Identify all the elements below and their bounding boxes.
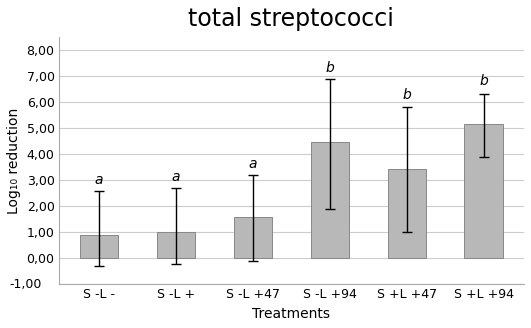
Text: -1,00: -1,00 — [9, 278, 41, 291]
Bar — [311, 142, 349, 258]
Title: total streptococci: total streptococci — [189, 7, 395, 31]
Bar — [234, 217, 272, 258]
Text: a: a — [172, 170, 180, 184]
Text: a: a — [95, 173, 104, 187]
Bar — [388, 169, 426, 258]
Bar — [157, 232, 195, 258]
Text: b: b — [479, 74, 488, 88]
Text: b: b — [402, 88, 411, 102]
Text: a: a — [249, 157, 257, 171]
Text: b: b — [326, 61, 334, 75]
Bar — [80, 235, 118, 258]
Y-axis label: Log₁₀ reduction: Log₁₀ reduction — [7, 108, 21, 214]
Bar — [465, 124, 503, 258]
X-axis label: Treatments: Treatments — [252, 307, 330, 321]
